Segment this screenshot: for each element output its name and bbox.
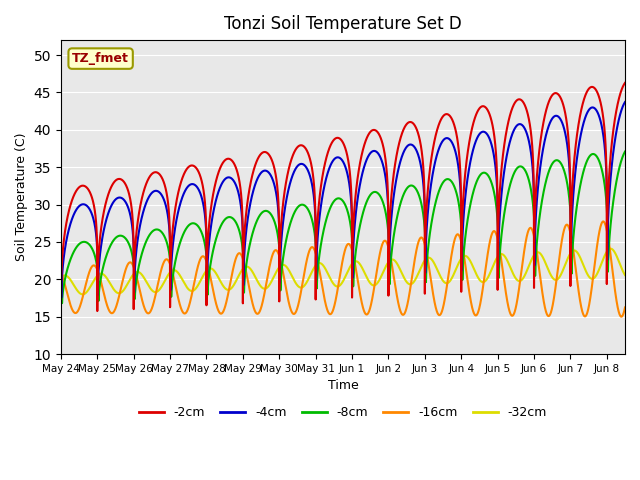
-32cm xyxy=(607,246,614,252)
-4cm xyxy=(621,99,629,105)
-4cm xyxy=(57,254,65,260)
Line: -32cm: -32cm xyxy=(61,249,625,294)
-16cm xyxy=(298,281,306,287)
-4cm xyxy=(576,137,584,143)
-16cm xyxy=(467,298,474,303)
-16cm xyxy=(294,303,301,309)
-8cm xyxy=(294,204,302,210)
-4cm xyxy=(294,163,302,168)
-16cm xyxy=(621,305,629,311)
-16cm xyxy=(618,314,625,320)
-8cm xyxy=(57,270,65,276)
-16cm xyxy=(604,233,612,239)
Legend: -2cm, -4cm, -8cm, -16cm, -32cm: -2cm, -4cm, -8cm, -16cm, -32cm xyxy=(134,401,552,424)
-16cm xyxy=(576,295,584,300)
-8cm xyxy=(467,199,475,205)
-4cm xyxy=(58,295,65,300)
-2cm xyxy=(298,143,306,148)
-2cm xyxy=(576,115,584,121)
-32cm xyxy=(57,275,65,280)
X-axis label: Time: Time xyxy=(328,379,358,392)
-8cm xyxy=(604,238,612,243)
Text: TZ_fmet: TZ_fmet xyxy=(72,52,129,65)
Y-axis label: Soil Temperature (C): Soil Temperature (C) xyxy=(15,133,28,261)
Line: -8cm: -8cm xyxy=(61,152,625,303)
-8cm xyxy=(576,185,584,191)
-2cm xyxy=(325,146,333,152)
-32cm xyxy=(621,272,629,278)
-16cm xyxy=(600,218,607,224)
-32cm xyxy=(467,259,475,265)
-32cm xyxy=(576,254,584,260)
-4cm xyxy=(325,166,333,172)
-2cm xyxy=(604,205,611,211)
-32cm xyxy=(325,273,333,279)
Line: -2cm: -2cm xyxy=(61,83,625,313)
-32cm xyxy=(79,291,86,297)
-8cm xyxy=(621,149,629,155)
Line: -16cm: -16cm xyxy=(61,221,625,317)
-2cm xyxy=(57,310,65,316)
-16cm xyxy=(325,311,333,316)
-2cm xyxy=(294,144,301,150)
-4cm xyxy=(467,156,475,162)
-32cm xyxy=(294,283,302,289)
-4cm xyxy=(299,161,307,167)
-16cm xyxy=(57,270,65,276)
-2cm xyxy=(621,80,629,86)
-8cm xyxy=(299,202,307,207)
Title: Tonzi Soil Temperature Set D: Tonzi Soil Temperature Set D xyxy=(224,15,462,33)
Line: -4cm: -4cm xyxy=(61,102,625,298)
-2cm xyxy=(467,132,474,137)
-8cm xyxy=(325,208,333,214)
-4cm xyxy=(604,226,612,231)
-8cm xyxy=(58,300,66,306)
-32cm xyxy=(604,247,612,253)
-32cm xyxy=(299,284,307,290)
